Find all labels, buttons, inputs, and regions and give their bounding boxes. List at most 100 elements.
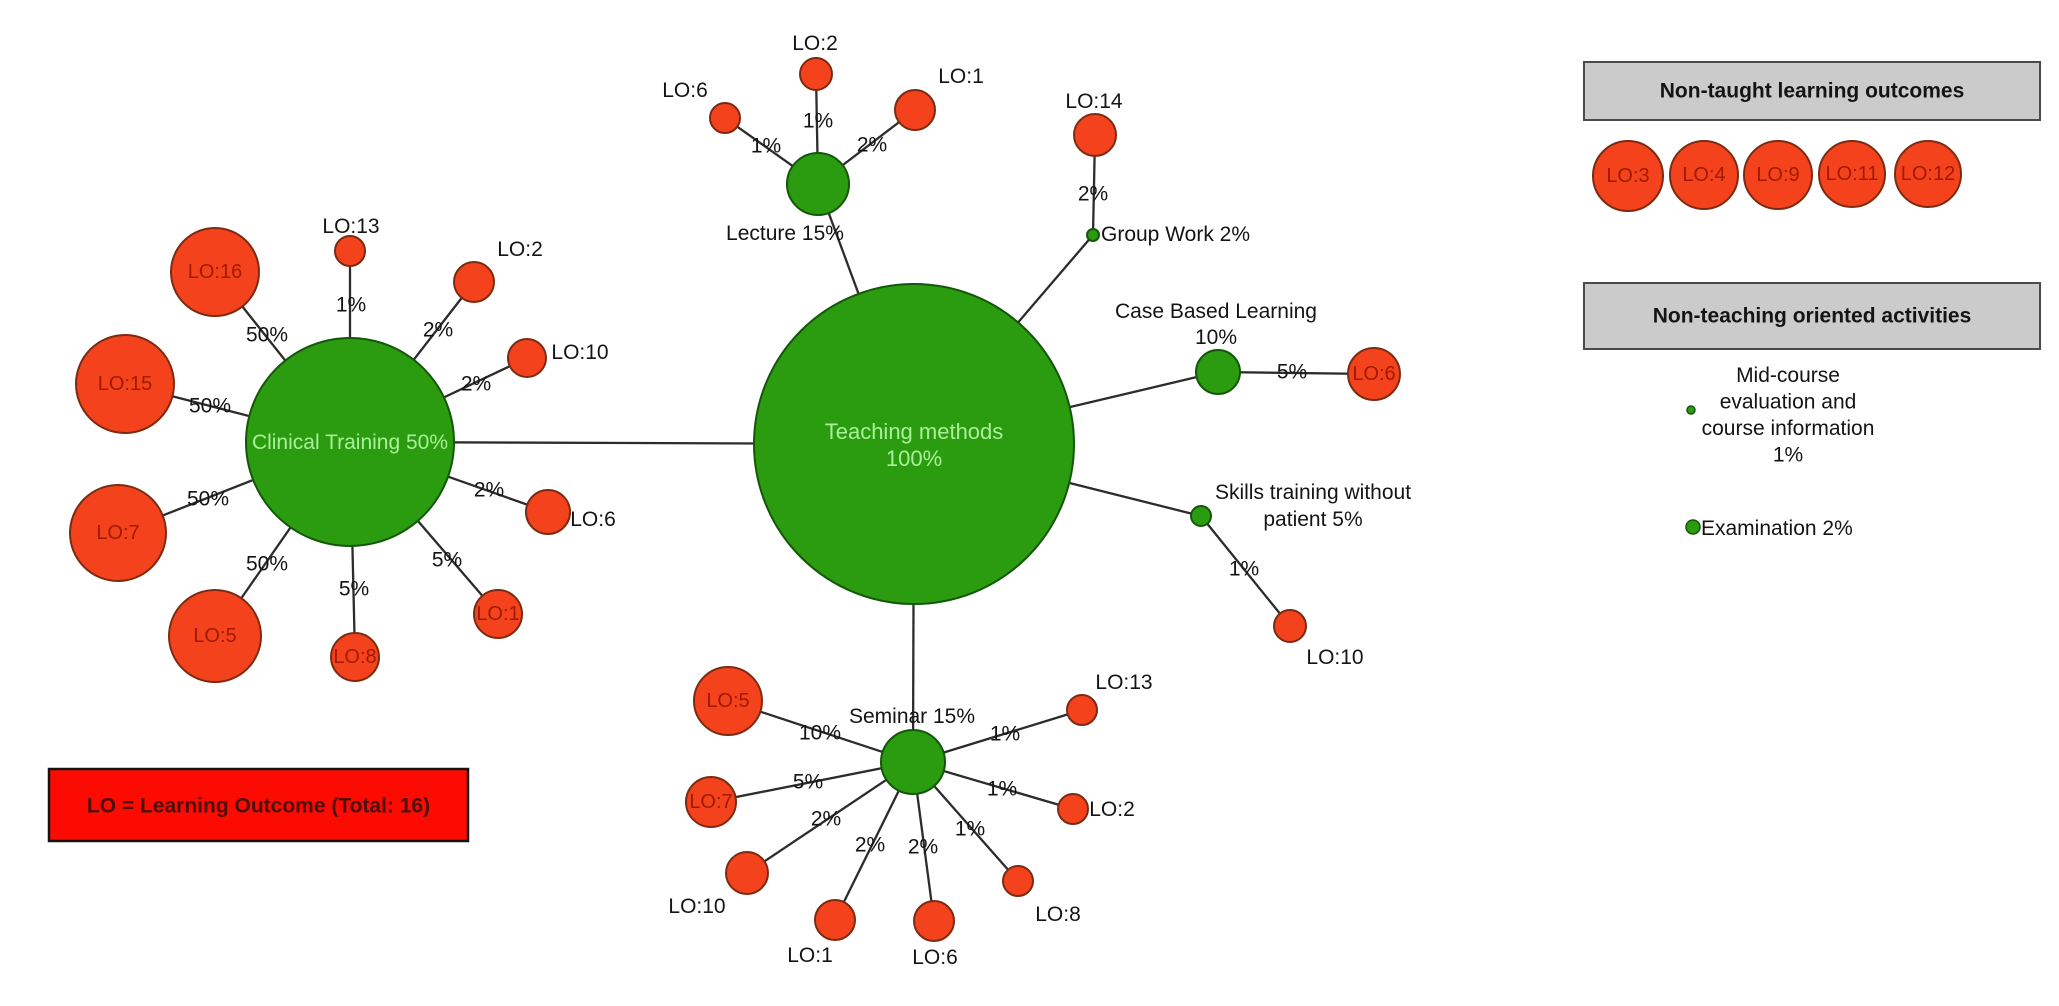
node-ct15-outcome (75, 334, 175, 434)
node-ct13-outcome (334, 235, 366, 267)
node-sem2-outcome (1057, 793, 1089, 825)
node-lec-activity (786, 152, 850, 216)
edge-weight-label-lec-lec2: 1% (803, 110, 833, 133)
node-skl-activity (1190, 505, 1212, 527)
node-tm-activity (753, 283, 1075, 605)
node-sem5-outcome (693, 666, 763, 736)
note-box (47, 767, 470, 843)
node-ct2-outcome (453, 261, 495, 303)
node-ct16-outcome (170, 227, 260, 317)
node-label-ct: Clinical Training 50% (252, 431, 448, 454)
node-label-cbl: Case Based Learning 10% (1115, 300, 1317, 349)
node-leg9-outcome (1743, 140, 1813, 210)
edge-weight-label-lec-lec6: 1% (751, 135, 781, 158)
node-ct10-outcome (507, 338, 547, 378)
node-label-lec1: LO:1 (938, 65, 984, 88)
node-label-ct7: LO:7 (96, 522, 139, 544)
node-label-ct15: LO:15 (98, 373, 152, 395)
nodes-layer (69, 57, 1962, 942)
edge-weight-label-ct-ct10: 2% (461, 373, 491, 396)
legend-label-examination: Examination 2% (1701, 517, 1853, 540)
node-ct1-outcome (473, 589, 523, 639)
node-gw-activity (1086, 228, 1100, 242)
node-label-sem2: LO:2 (1089, 798, 1135, 821)
edge-weight-label-sem-sem10: 2% (811, 808, 841, 831)
edge-weight-label-sem-sem5: 10% (799, 722, 841, 745)
edge-weight-label-sem-sem7: 5% (793, 771, 823, 794)
edge-weight-label-skl-skl10: 1% (1229, 558, 1259, 581)
node-sem1-outcome (814, 899, 856, 941)
edge-weight-label-ct-ct15: 50% (189, 395, 231, 418)
edge-weight-label-sem-sem8: 1% (955, 818, 985, 841)
node-label-lec: Lecture 15% (726, 222, 844, 245)
node-label-lec2: LO:2 (792, 32, 838, 55)
edge-weight-label-lec-lec1: 2% (857, 134, 887, 157)
node-label-sem1: LO:1 (787, 944, 833, 967)
legend-label-midcourse: Mid-course evaluation and course informati… (1702, 364, 1875, 467)
note-text: LO = Learning Outcome (Total: 16) (87, 795, 430, 818)
node-label-leg3: LO:3 (1606, 165, 1649, 187)
node-label-sem10: LO:10 (668, 895, 725, 918)
node-leg11-outcome (1818, 140, 1886, 208)
legend-dot-examination (1685, 519, 1701, 535)
node-label-ct1: LO:1 (476, 603, 519, 625)
node-lec2-outcome (799, 57, 833, 91)
node-sem-activity (880, 729, 946, 795)
edge-weight-label-ct-ct8: 5% (339, 578, 369, 601)
node-label-tm: Teaching methods 100% (825, 419, 1004, 471)
node-lec1-outcome (894, 89, 936, 131)
node-label-skl: Skills training without patient 5% (1215, 481, 1411, 531)
node-label-sem13: LO:13 (1095, 671, 1152, 694)
node-label-sem7: LO:7 (689, 791, 732, 813)
node-label-skl10: LO:10 (1306, 646, 1363, 669)
node-sem13-outcome (1066, 694, 1098, 726)
node-label-gw: Group Work 2% (1101, 223, 1250, 246)
node-ct6-outcome (525, 489, 571, 535)
edge-labels-layer: 50%50%50%50%1%2%2%2%5%5%1%1%2%2%5%1%10%5… (187, 110, 1307, 859)
edge-weight-label-sem-sem1: 2% (855, 834, 885, 857)
node-label-cbl6: LO:6 (1352, 363, 1395, 385)
edge-weight-label-gw-gw14: 2% (1078, 183, 1108, 206)
node-cbl6-outcome (1347, 347, 1401, 401)
node-label-sem: Seminar 15% (849, 705, 975, 728)
legend-dot-midcourse (1686, 405, 1696, 415)
note-layer: LO = Learning Outcome (Total: 16) (47, 767, 470, 843)
edge-weight-label-ct-ct16: 50% (246, 324, 288, 347)
node-leg4-outcome (1669, 140, 1739, 210)
legend-title-non-teaching: Non-teaching oriented activities (1653, 305, 1972, 328)
node-label-lec6: LO:6 (662, 79, 708, 102)
node-labels-layer: Teaching methods 100% Clinical Training 50… (96, 32, 1955, 969)
node-ct-activity (245, 337, 455, 547)
edge-weight-label-ct-ct7: 50% (187, 488, 229, 511)
node-leg3-outcome (1592, 140, 1664, 212)
node-gw14-outcome (1073, 113, 1117, 157)
node-sem8-outcome (1002, 865, 1034, 897)
legend-layer: Non-taught learning outcomes Non-teaching… (1583, 61, 2041, 540)
node-label-sem5: LO:5 (706, 690, 749, 712)
node-lec6-outcome (709, 102, 741, 134)
edge-weight-label-sem-sem6: 2% (908, 836, 938, 859)
node-label-ct6: LO:6 (570, 508, 616, 531)
edge-skl-skl10 (1200, 515, 1291, 627)
node-label-gw14: LO:14 (1065, 90, 1123, 113)
legend-title-non-taught: Non-taught learning outcomes (1660, 80, 1965, 103)
node-label-leg11: LO:11 (1826, 163, 1879, 185)
node-label-leg4: LO:4 (1682, 164, 1725, 186)
node-cbl-activity (1195, 349, 1241, 395)
node-ct7-outcome (69, 484, 167, 582)
node-label-ct8: LO:8 (333, 646, 376, 668)
node-label-sem8: LO:8 (1035, 903, 1081, 926)
node-label-ct5: LO:5 (193, 625, 236, 647)
edge-weight-label-ct-ct13: 1% (336, 294, 366, 317)
node-sem6-outcome (913, 900, 955, 942)
node-label-ct10: LO:10 (551, 341, 608, 364)
edge-weight-label-ct-ct1: 5% (432, 549, 462, 572)
node-ct5-outcome (168, 589, 262, 683)
node-label-sem6: LO:6 (912, 946, 958, 969)
node-skl10-outcome (1273, 609, 1307, 643)
node-ct8-outcome (330, 632, 380, 682)
edge-weight-label-ct-ct6: 2% (474, 479, 504, 502)
node-sem10-outcome (725, 851, 769, 895)
edge-weight-label-ct-ct5: 50% (246, 553, 288, 576)
